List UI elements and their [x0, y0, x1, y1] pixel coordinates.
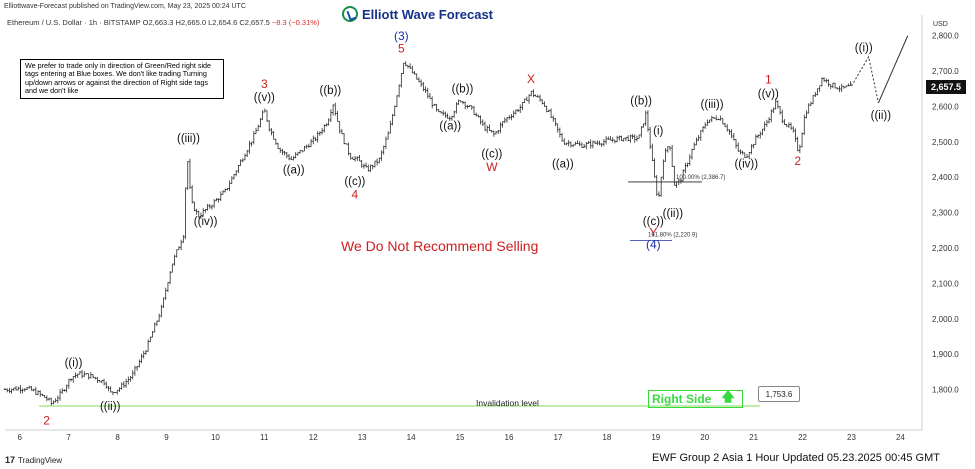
wave-label: ((c)) — [643, 216, 664, 228]
time-tick-label: 19 — [651, 433, 660, 442]
time-tick-label: 15 — [456, 433, 465, 442]
wave-labels: 2((i))((ii))((iii))((iv))3((v))((a))((b)… — [43, 29, 891, 427]
time-tick-label: 10 — [211, 433, 220, 442]
trading-notice: We prefer to trade only in direction of … — [20, 59, 224, 99]
price-tick-label: 2,200.0 — [932, 244, 959, 253]
price-tick-label: 2,800.0 — [932, 32, 959, 41]
forecast-path — [851, 35, 909, 104]
fib-levels: 100.00% (2,386.7) 161.80% (2,220.9) — [628, 175, 725, 242]
price-tick-label: 2,600.0 — [932, 102, 959, 111]
price-tick-label: 2,500.0 — [932, 138, 959, 147]
tradingview-logo-text: TradingView — [18, 455, 63, 465]
tradingview-logo[interactable]: 17 TradingView — [5, 455, 62, 465]
wave-label: 2 — [43, 413, 50, 427]
invalidation-label: Invalidation level — [476, 398, 539, 408]
right-side-tag: Right Side 🡅 — [648, 389, 743, 408]
time-tick-label: 21 — [749, 433, 758, 442]
time-tick-label: 14 — [407, 433, 416, 442]
wave-label: W — [486, 160, 498, 174]
wave-label: ((b)) — [320, 85, 342, 97]
wave-label: ((i)) — [855, 43, 873, 55]
wave-label: ((v)) — [758, 89, 779, 101]
ewf-logo-text: Elliott Wave Forecast — [362, 6, 493, 22]
wave-label: 3 — [261, 77, 268, 91]
wave-label: ((c)) — [481, 149, 502, 161]
price-tick-label: 1,900.0 — [932, 350, 959, 359]
wave-label: ((v)) — [254, 92, 275, 104]
right-side-label: Right Side — [652, 392, 712, 406]
currency-label: USD — [933, 21, 948, 28]
wave-label: 2 — [794, 154, 801, 168]
symbol-legend[interactable]: Ethereum / U.S. Dollar · 1h · BITSTAMP O… — [7, 18, 319, 27]
wave-label: ((a)) — [552, 158, 574, 170]
price-tick-label: 2,400.0 — [932, 173, 959, 182]
time-tick-label: 11 — [260, 433, 269, 442]
wave-label: ((iii)) — [701, 99, 724, 111]
wave-label: (3) — [394, 29, 409, 43]
wave-label: ((c)) — [344, 176, 365, 188]
wave-label: ((iii)) — [177, 133, 200, 145]
wave-label: ((i)) — [65, 358, 83, 370]
wave-label: Y — [649, 226, 657, 240]
time-tick-label: 18 — [602, 433, 611, 442]
fib-level-label: 161.80% (2,220.9) — [648, 233, 697, 239]
time-tick-label: 13 — [358, 433, 367, 442]
ewf-logo-icon — [342, 6, 358, 22]
selling-warning: We Do Not Recommend Selling — [341, 238, 539, 254]
wave-label: 4 — [352, 187, 359, 201]
price-tick-label: 2,100.0 — [932, 279, 959, 288]
tradingview-mark-icon: 17 — [5, 455, 16, 465]
symbol-name: Ethereum / U.S. Dollar · 1h · BITSTAMP — [7, 18, 141, 27]
time-tick-label: 20 — [700, 433, 709, 442]
wave-label: ((iv)) — [194, 216, 218, 228]
price-tick-label: 2,300.0 — [932, 209, 959, 218]
wave-label: ((a)) — [283, 165, 305, 177]
wave-label: ((iv)) — [734, 158, 758, 170]
price-axis: 1,800.0 1,900.0 2,000.0 2,100.0 2,200.0 2,300… — [921, 15, 959, 430]
time-tick-label: 17 — [553, 433, 562, 442]
price-tick-label: 1,800.0 — [932, 386, 959, 395]
time-tick-label: 24 — [896, 433, 905, 442]
last-price-tag: 2,657.5 — [926, 80, 966, 94]
time-tick-label: 12 — [309, 433, 318, 442]
time-tick-label: 23 — [847, 433, 856, 442]
update-footer: EWF Group 2 Asia 1 Hour Updated 05.23.20… — [652, 452, 940, 464]
wave-label: 1 — [765, 72, 772, 86]
price-change: −8.3 (−0.31%) — [271, 18, 320, 27]
forecast-dotted-path — [851, 55, 879, 103]
wave-label: ((b)) — [452, 83, 474, 95]
time-axis: 6 7 8 9 10 11 12 13 14 15 16 17 18 19 20 21 22 23 24 — [5, 429, 922, 442]
invalidation-price-tag: 1,753.6 — [758, 386, 800, 402]
forecast-solid-path — [877, 35, 909, 104]
wave-label: ((a)) — [439, 120, 461, 132]
wave-label: (4) — [646, 238, 661, 252]
wave-label: 5 — [398, 42, 405, 56]
time-tick-label: 8 — [115, 433, 120, 442]
wave-label: ((ii)) — [871, 110, 892, 122]
time-tick-label: 22 — [798, 433, 807, 442]
wave-label: X — [527, 72, 535, 86]
candle-series — [3, 61, 852, 407]
ohlc-values: O2,663.3 H2,665.0 L2,654.6 C2,657.5 — [142, 18, 270, 27]
price-tick-label: 2,000.0 — [932, 315, 959, 324]
wave-label: (i) — [653, 126, 663, 138]
price-tick-label: 2,700.0 — [932, 67, 959, 76]
time-tick-label: 7 — [66, 433, 71, 442]
wave-label: ((b)) — [630, 96, 652, 108]
time-tick-label: 16 — [505, 433, 514, 442]
ewf-logo: Elliott Wave Forecast — [342, 6, 493, 22]
publisher-line: Elliottwave-Forecast published on Tradin… — [4, 3, 246, 10]
wave-label: ((ii)) — [663, 208, 684, 220]
time-tick-label: 9 — [164, 433, 169, 442]
wave-label: ((ii)) — [100, 401, 121, 413]
time-tick-label: 6 — [17, 433, 22, 442]
arrow-up-icon: 🡅 — [721, 389, 735, 404]
fib-level-label: 100.00% (2,386.7) — [676, 175, 725, 181]
